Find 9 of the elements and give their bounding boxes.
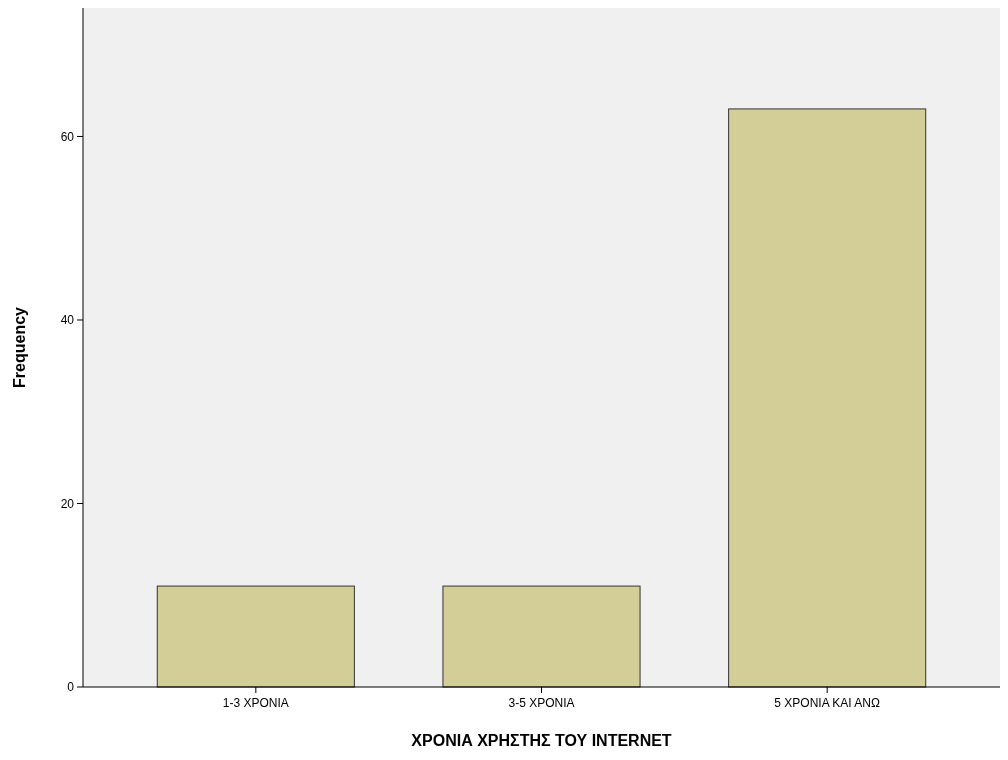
y-axis-title: Frequency xyxy=(11,306,28,388)
x-axis-title: ΧΡΟΝΙΑ ΧΡΗΣΤΗΣ ΤΟΥ INTERNET xyxy=(411,732,672,749)
y-tick-label: 20 xyxy=(60,496,75,511)
x-tick-label: 5 ΧΡΟΝΙΑ ΚΑΙ ΑΝΩ xyxy=(774,696,881,710)
x-tick-label: 3-5 ΧΡΟΝΙΑ xyxy=(508,696,575,710)
x-tick-label: 1-3 ΧΡΟΝΙΑ xyxy=(222,696,289,710)
y-tick-label: 0 xyxy=(67,680,75,695)
y-tick-label: 40 xyxy=(60,313,75,328)
y-tick-label: 60 xyxy=(60,129,75,144)
